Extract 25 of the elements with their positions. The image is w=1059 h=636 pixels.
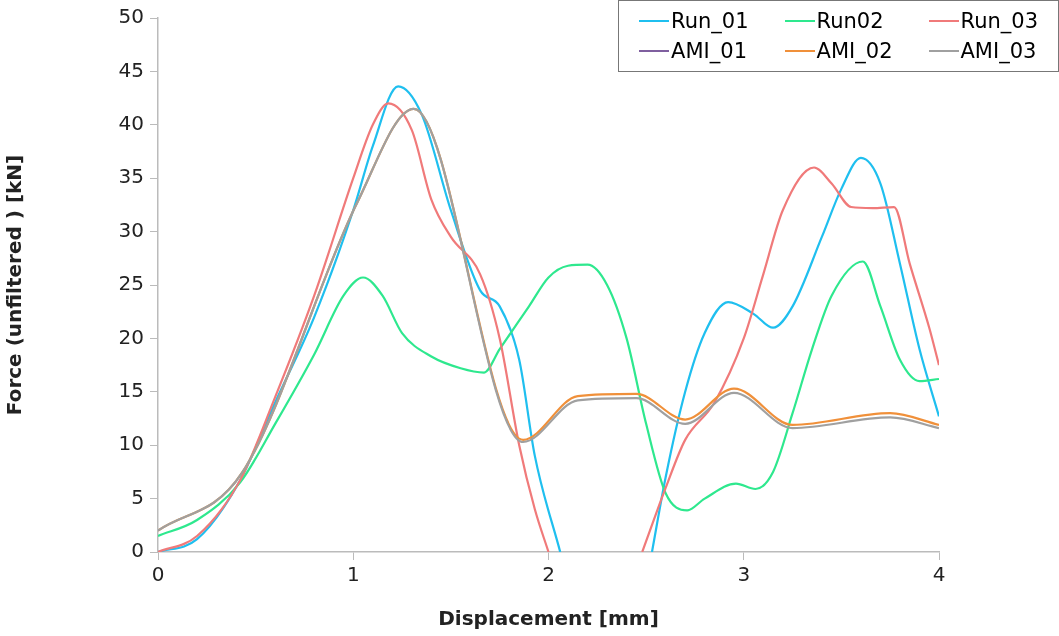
y-tick-label: 35 [118,164,144,189]
legend-label: AMI_02 [815,39,893,63]
y-axis-title: Force (unfiltered ) [kN] [2,154,27,416]
legend-label: AMI_01 [670,39,748,63]
y-tick-label: 50 [118,4,144,29]
y-tick-label: 5 [131,484,144,509]
y-tick-label: 10 [118,431,144,456]
x-tick-label: 1 [346,562,360,587]
x-axis-title: Displacement [mm] [438,606,659,631]
legend-label: AMI_03 [959,39,1038,63]
y-tick-label: 30 [118,217,144,242]
x-tick-label: 0 [151,562,165,587]
y-tick-label: 20 [118,324,144,349]
y-tick-label: 15 [118,378,144,402]
x-tick-label: 2 [542,562,555,587]
y-tick-label: 40 [118,111,144,135]
y-tick-label: 45 [118,57,144,82]
legend-label: Run_01 [670,9,749,33]
y-tick-label: 0 [131,538,144,563]
y-tick-label: 25 [118,271,144,296]
line-series [158,260,939,538]
legend-label: Run02 [815,9,885,33]
x-tick-label: 3 [737,562,751,587]
x-tick-label: 4 [932,562,946,587]
legend-label: Run_03 [959,9,1038,33]
